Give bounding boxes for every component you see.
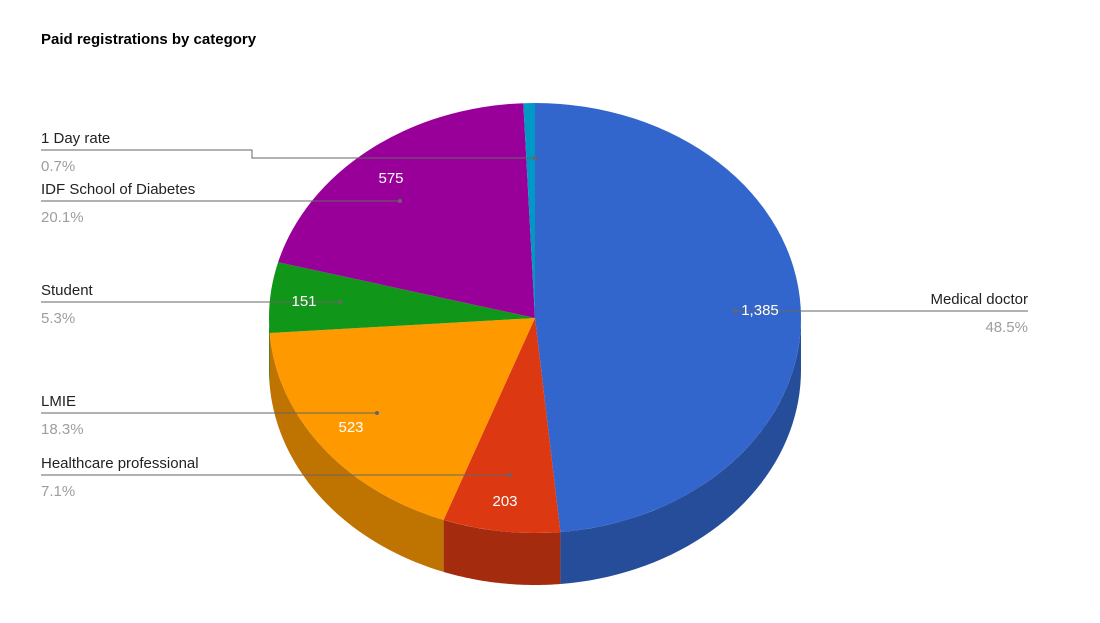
leader-dot bbox=[533, 156, 537, 160]
slice-percent: 5.3% bbox=[41, 310, 75, 327]
slice-value-label: 575 bbox=[378, 170, 403, 187]
slice-side-1 bbox=[443, 519, 561, 585]
slice-label: Healthcare professional bbox=[41, 455, 199, 472]
leader-dot bbox=[375, 411, 379, 415]
pie-slice bbox=[523, 103, 535, 318]
pie-slice bbox=[278, 103, 535, 318]
slice-side-3 bbox=[269, 318, 270, 386]
pie-slice bbox=[535, 103, 802, 533]
slice-value-label: 151 bbox=[291, 293, 316, 310]
slice-value-label: 203 bbox=[492, 493, 517, 510]
slice-side-0 bbox=[560, 318, 801, 585]
slice-percent: 7.1% bbox=[41, 483, 75, 500]
leader-dot bbox=[508, 473, 512, 477]
slice-value-label: 1,385 bbox=[741, 302, 779, 319]
slice-side-2 bbox=[269, 333, 444, 572]
slice-label: IDF School of Diabetes bbox=[41, 181, 195, 198]
slice-percent: 18.3% bbox=[41, 421, 84, 438]
leader-line bbox=[41, 149, 535, 159]
slice-percent: 20.1% bbox=[41, 209, 84, 226]
pie-slice bbox=[269, 262, 535, 334]
slice-percent: 48.5% bbox=[985, 319, 1028, 336]
slice-label: 1 Day rate bbox=[41, 130, 110, 147]
leader-dot bbox=[338, 300, 342, 304]
pie-slice bbox=[269, 318, 535, 520]
slice-label: LMIE bbox=[41, 393, 76, 410]
leader-dot bbox=[398, 199, 402, 203]
pie-slice bbox=[443, 318, 561, 533]
slice-label: Medical doctor bbox=[930, 291, 1028, 308]
chart-title: Paid registrations by category bbox=[41, 31, 257, 48]
slice-value-label: 523 bbox=[338, 419, 363, 436]
leader-dot bbox=[733, 309, 737, 313]
slice-label: Student bbox=[41, 282, 94, 299]
slice-percent: 0.7% bbox=[41, 158, 75, 175]
